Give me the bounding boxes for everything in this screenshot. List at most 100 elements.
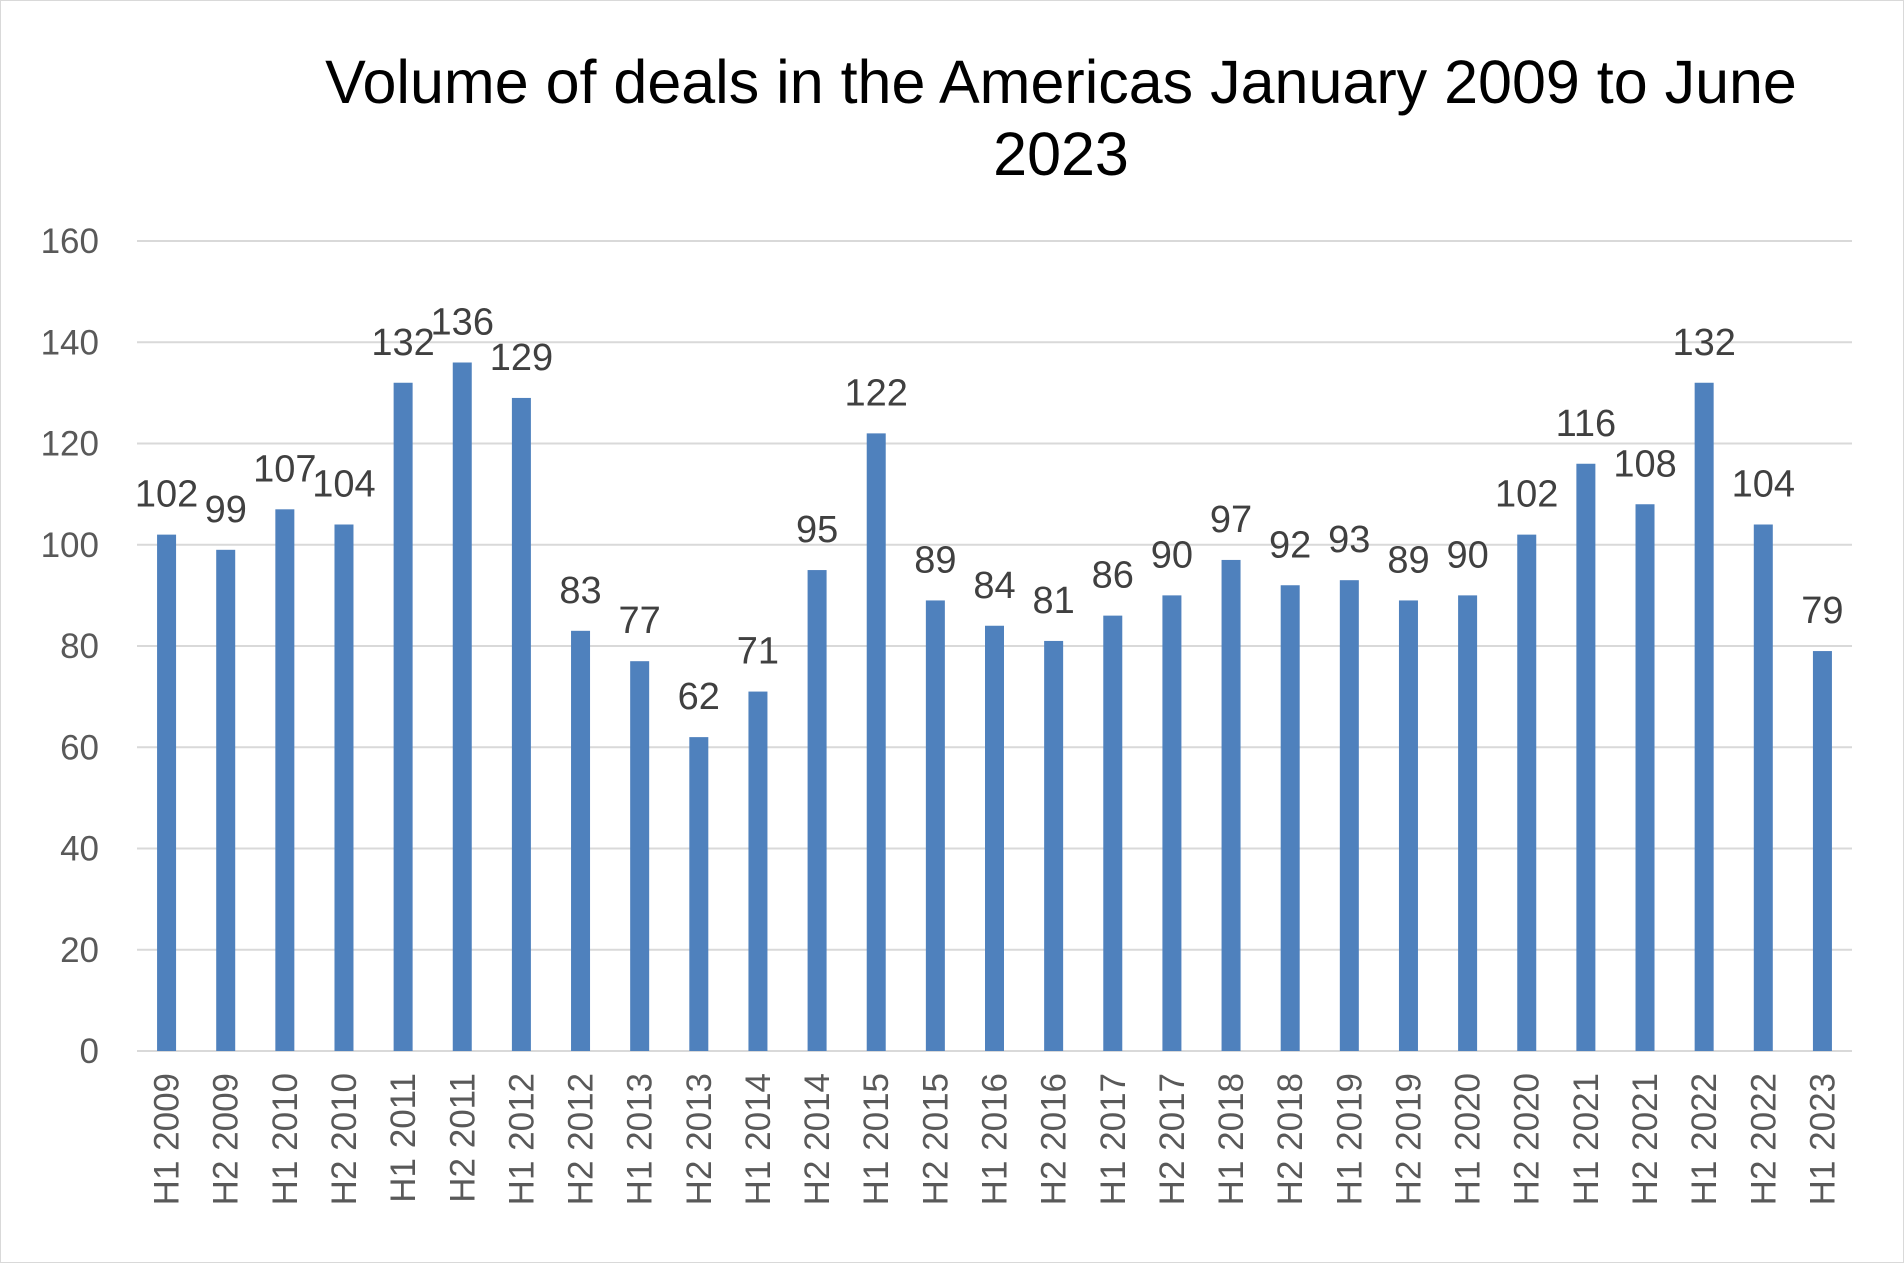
- bar: [216, 549, 236, 1051]
- data-label: 89: [914, 539, 956, 581]
- bar: [689, 737, 709, 1051]
- bar: [866, 433, 886, 1051]
- x-tick-label: H2 2010: [325, 1073, 364, 1205]
- data-label: 132: [371, 322, 434, 364]
- data-label: 79: [1801, 590, 1843, 632]
- axes: 0 20 40 60 80 100 120 140 160: [41, 222, 1852, 1071]
- y-tick-label: 40: [60, 830, 99, 869]
- data-label: 107: [253, 448, 316, 490]
- bar: [1398, 600, 1418, 1051]
- data-label: 90: [1446, 534, 1488, 576]
- y-tick-label: 160: [41, 222, 99, 261]
- data-label: 95: [796, 509, 838, 551]
- bar: [630, 661, 650, 1051]
- data-label: 81: [1032, 580, 1074, 622]
- x-tick-label: H2 2011: [443, 1073, 482, 1203]
- bar: [452, 362, 472, 1051]
- bar: [1517, 534, 1537, 1051]
- x-tick-label: H1 2010: [266, 1073, 305, 1205]
- data-label: 104: [312, 464, 375, 506]
- data-label: 84: [973, 565, 1015, 607]
- bar: [925, 600, 945, 1051]
- chart-title: Volume of deals in the Americas January …: [325, 48, 1797, 188]
- bar: [1280, 585, 1300, 1051]
- x-tick-label: H1 2019: [1330, 1073, 1369, 1205]
- y-tick-label: 80: [60, 627, 99, 666]
- y-tick-label: 60: [60, 728, 99, 767]
- x-tick-label: H2 2021: [1626, 1073, 1665, 1205]
- data-label: 99: [205, 489, 247, 531]
- y-tick-label: 120: [41, 425, 99, 464]
- x-tick-label: H1 2016: [976, 1073, 1015, 1205]
- data-label: 92: [1269, 524, 1311, 566]
- bar: [1103, 615, 1123, 1051]
- bar: [511, 397, 531, 1051]
- data-label: 89: [1387, 539, 1429, 581]
- x-tick-label: H1 2017: [1094, 1073, 1133, 1205]
- data-label: 136: [431, 302, 494, 344]
- bar: [1576, 463, 1596, 1051]
- x-tick-label: H2 2014: [798, 1073, 837, 1205]
- bar: [157, 534, 177, 1051]
- category-labels: H1 2009 H2 2009 H1 2010 H2 2010 H1 2011 H2 20…: [148, 1073, 1843, 1205]
- data-label: 93: [1328, 519, 1370, 561]
- data-label: 86: [1092, 555, 1134, 597]
- x-tick-label: H1 2023: [1803, 1073, 1842, 1205]
- bar: [275, 509, 295, 1051]
- data-label: 97: [1210, 499, 1252, 541]
- x-tick-label: H2 2015: [916, 1073, 955, 1205]
- y-tick-label: 0: [80, 1032, 99, 1071]
- data-label: 77: [619, 600, 661, 642]
- bar: [1458, 595, 1478, 1051]
- data-label: 71: [737, 631, 779, 673]
- x-tick-label: H1 2018: [1212, 1073, 1251, 1205]
- x-tick-label: H1 2015: [857, 1073, 896, 1205]
- x-tick-label: H1 2012: [502, 1073, 541, 1205]
- x-tick-label: H1 2014: [739, 1073, 778, 1205]
- bar: [748, 691, 768, 1051]
- x-tick-label: H2 2017: [1153, 1073, 1192, 1205]
- x-tick-label: H1 2013: [621, 1073, 660, 1205]
- x-tick-label: H2 2018: [1271, 1073, 1310, 1205]
- x-tick-label: H2 2009: [207, 1073, 246, 1205]
- data-label: 116: [1556, 403, 1617, 445]
- x-tick-label: H1 2021: [1567, 1073, 1606, 1205]
- bar: [1044, 640, 1064, 1051]
- data-label: 83: [559, 570, 601, 612]
- x-tick-label: H1 2009: [148, 1073, 187, 1205]
- x-tick-label: H2 2019: [1389, 1073, 1428, 1205]
- bar: [1339, 580, 1359, 1051]
- y-tick-label: 100: [41, 526, 99, 565]
- x-tick-label: H1 2011: [384, 1073, 423, 1203]
- bar: [334, 524, 354, 1051]
- data-label: 104: [1732, 464, 1795, 506]
- x-tick-label: H2 2013: [680, 1073, 719, 1205]
- data-label: 102: [135, 474, 198, 516]
- bar: [1635, 504, 1655, 1051]
- x-tick-label: H1 2020: [1449, 1073, 1488, 1205]
- data-label: 129: [490, 337, 553, 379]
- bar: [393, 382, 413, 1051]
- data-label: 122: [845, 372, 908, 414]
- data-label: 102: [1495, 474, 1558, 516]
- bar: [1753, 524, 1773, 1051]
- bar: [571, 630, 591, 1051]
- bar: [1694, 382, 1714, 1051]
- x-tick-label: H2 2020: [1508, 1073, 1547, 1205]
- data-label: 90: [1151, 534, 1193, 576]
- bar: [1162, 595, 1182, 1051]
- bar: [1221, 559, 1241, 1051]
- y-tick-label: 20: [60, 931, 99, 970]
- x-tick-label: H2 2022: [1744, 1073, 1783, 1205]
- bar: [807, 570, 827, 1051]
- x-tick-label: H1 2022: [1685, 1073, 1724, 1205]
- x-tick-label: H2 2012: [562, 1073, 601, 1205]
- data-label: 108: [1613, 443, 1676, 485]
- bar: [1812, 651, 1832, 1051]
- data-label: 62: [678, 676, 720, 718]
- y-tick-label: 140: [41, 323, 99, 362]
- data-label: 132: [1672, 322, 1735, 364]
